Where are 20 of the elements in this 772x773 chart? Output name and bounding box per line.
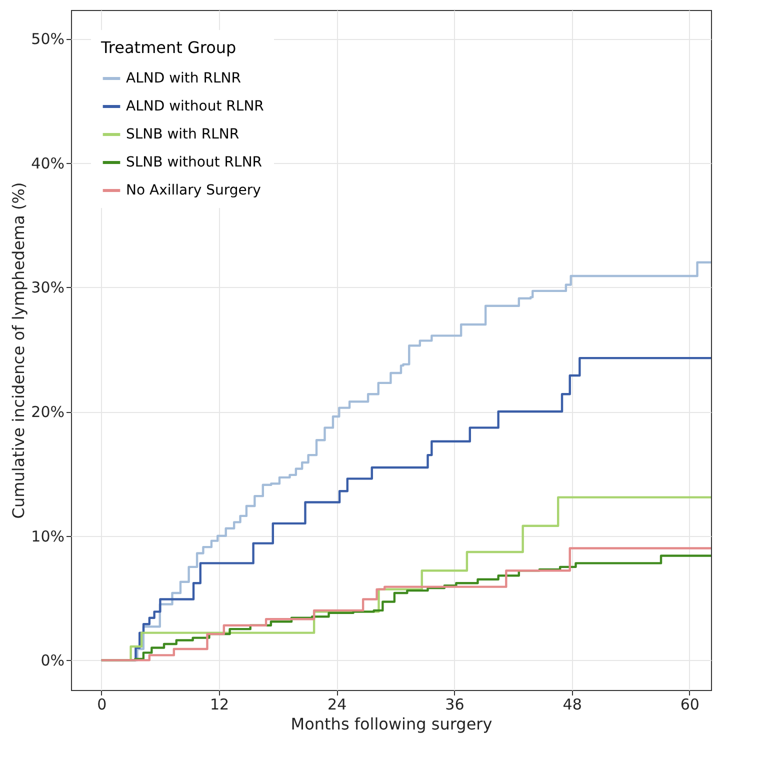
legend-label: ALND without RLNR [126,98,264,114]
legend-label: SLNB without RLNR [126,154,262,170]
x-tick-label: 48 [562,696,582,714]
y-tick-label: 30% [31,278,64,297]
x-tick-label: 0 [97,696,107,714]
legend-label: ALND with RLNR [126,70,242,86]
x-tick-label: 60 [680,696,700,714]
y-tick-label: 20% [31,403,64,422]
x-tick-label: 36 [445,696,464,714]
legend-title: Treatment Group [100,38,236,57]
x-tick-label: 12 [210,696,230,714]
x-axis-title: Months following surgery [290,714,492,734]
legend-label: No Axillary Surgery [126,182,261,198]
y-tick-label: 10% [31,527,64,546]
y-axis-title: Cumulative incidence of lymphedema (%) [9,182,28,519]
y-tick-label: 50% [31,30,64,48]
y-tick-label: 40% [31,154,64,172]
legend-label: SLNB with RLNR [126,126,240,142]
x-tick-label: 24 [328,696,347,714]
y-tick-label: 0% [40,652,64,670]
